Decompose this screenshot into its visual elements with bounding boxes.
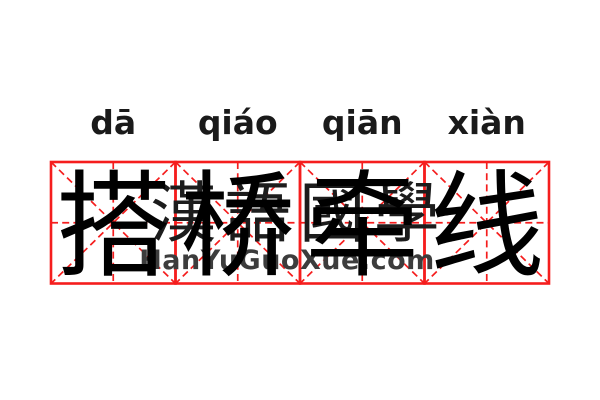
grid-cell-4-border xyxy=(423,160,551,285)
pinyin-row: dā qiáo qiān xiàn xyxy=(51,100,549,146)
pinyin-syllable-2: qiáo xyxy=(197,103,278,142)
watermark-char-3: 國 xyxy=(299,175,366,252)
hanzi-row: 搭 桥 牵 线 xyxy=(51,166,549,288)
pinyin-syllable-1: dā xyxy=(90,103,137,142)
hanzi-char-4: 线 xyxy=(429,160,545,294)
watermark-url: HanYuGuoXue.com xyxy=(139,245,435,276)
grid-cell-2-guides xyxy=(174,161,301,285)
grid-cell-4-guides xyxy=(423,161,550,285)
watermark-char-2: 語 xyxy=(224,175,291,252)
watermark-char-1: 漢 xyxy=(150,175,217,252)
hanzi-char-1: 搭 xyxy=(55,160,171,294)
watermark-char-4: 學 xyxy=(373,175,440,252)
watermark-cjk-row: 漢 語 國 學 xyxy=(146,176,444,252)
grid-cell-1-guides xyxy=(50,161,177,285)
grid-cell-3-guides xyxy=(299,161,426,285)
pinyin-syllable-4: xiàn xyxy=(447,103,526,142)
pinyin-syllable-3: qiān xyxy=(321,103,403,142)
hanzi-char-3: 牵 xyxy=(304,160,420,294)
hanzi-char-2: 桥 xyxy=(180,160,296,294)
